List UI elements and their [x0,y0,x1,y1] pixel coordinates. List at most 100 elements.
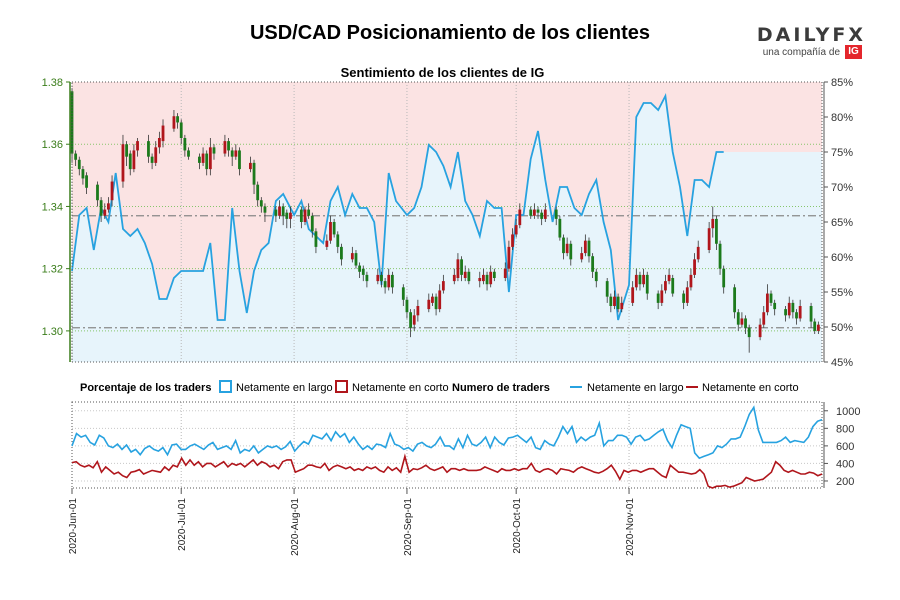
candle-body [157,138,161,148]
left-tick-label: 1.38 [42,77,63,89]
candle-body [350,253,354,260]
candle [303,206,307,226]
candle [107,197,110,213]
candle [762,306,766,328]
candle-body [121,144,125,182]
candle-body [438,290,442,310]
candle-body [609,296,613,306]
candle-body [74,153,78,160]
candle-body [631,287,635,303]
candle-body [427,299,431,310]
candle-body [132,150,136,170]
candle [412,309,416,331]
candle [583,234,587,257]
candle [711,206,715,238]
candle-body [685,287,689,303]
candle-body [562,237,565,254]
right-tick-label: 45% [831,357,853,369]
long-count-line [71,405,823,460]
candle-body [456,259,460,278]
candle-body [816,324,820,331]
logo-wordmark: DAILYFX [756,24,866,46]
candle [489,265,493,288]
candle [511,228,514,250]
candle [329,215,332,244]
candle-body [656,293,660,303]
candle [682,290,686,310]
bottom-tick-label: 600 [836,441,854,453]
candle [361,265,365,282]
candle-body [784,309,787,316]
candle-body [707,228,711,250]
candle-body [325,240,329,247]
candle [278,200,281,219]
candle-body [529,209,533,216]
candle [401,284,405,306]
candle [234,144,238,160]
x-tick-label: 2020-Nov-01 [625,498,636,556]
candle [580,246,584,263]
candle-body [613,296,616,306]
candle-body [161,125,165,142]
candle-body [489,271,493,285]
candle [179,119,183,145]
left-tick-label: 1.30 [42,326,63,338]
right-tick-label: 55% [831,287,853,299]
candle-body [278,206,281,216]
candle-body [310,215,314,232]
candle-body [96,184,99,201]
candle [205,150,209,176]
candle [285,209,289,229]
right-tick-label: 70% [831,182,853,194]
candle-body [682,293,686,303]
candle [613,290,616,310]
candle-body [336,234,340,247]
candle [212,144,216,160]
candle [176,113,179,129]
candle-body [205,153,209,170]
candle [664,274,667,294]
candle-body [416,306,420,316]
candle-body [390,274,394,288]
candle [667,268,671,285]
candle [452,268,456,285]
candle-body [594,271,598,282]
long-percentage-line [71,93,724,321]
candle-body [136,141,139,151]
candle-body [303,209,307,222]
right-tick-label: 50% [831,322,853,334]
candle [744,315,747,334]
candle-body [798,306,802,319]
candle [325,234,329,250]
candle [289,206,292,229]
candle [747,324,751,353]
candle [147,134,150,163]
candle-body [765,293,769,313]
candle [813,318,817,334]
candle-body [434,296,438,310]
candle-body [289,212,292,219]
candle [409,309,412,338]
candle-body [329,222,332,241]
candle-body [518,209,522,226]
candle [340,243,343,266]
candle [514,218,518,238]
candle-body [532,209,536,216]
x-tick-label: 2020-Jun-01 [68,498,79,555]
candle-body [77,159,81,170]
legend-group1-title: Porcentaje de los traders [80,382,211,394]
candle-body [762,312,766,325]
candle [274,206,278,222]
candle-body [256,184,260,201]
candle [125,141,129,166]
bottom-tick-label: 1000 [836,406,860,418]
candle-body [365,274,369,282]
candle [132,144,136,173]
candle-body [409,312,412,328]
candle [565,237,569,257]
candle [620,296,624,313]
candle [605,278,609,303]
candle-body [198,156,201,163]
candle [656,290,660,310]
candle [263,203,267,222]
